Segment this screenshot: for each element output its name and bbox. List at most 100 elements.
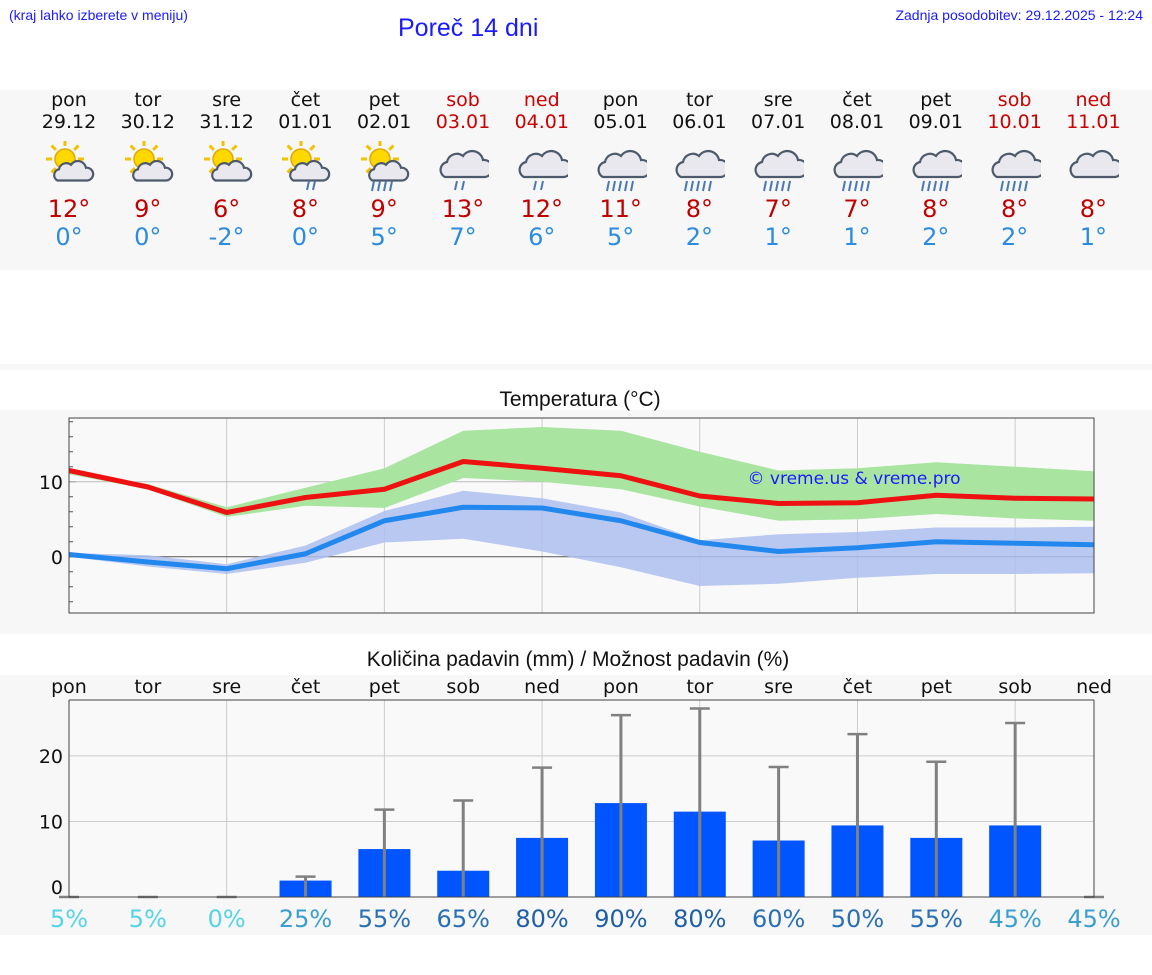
y-tick-label: 20 [39, 746, 63, 768]
min-temperature-line [68, 504, 1095, 572]
precipitation-probability: 45% [988, 905, 1041, 933]
day-date: 03.01 [435, 111, 491, 133]
day-name: pet [368, 89, 400, 111]
day-date: 09.01 [908, 111, 963, 133]
day-name: sob [446, 89, 480, 111]
day-name: čet [290, 89, 321, 111]
min-temperature: 0° [134, 223, 162, 251]
temperature-chart-title: Temperatura (°C) [499, 388, 661, 411]
day-name: ned [523, 89, 560, 111]
x-category-label: tor [134, 676, 161, 698]
precipitation-probability: 45% [1067, 905, 1120, 933]
min-temperature: 1° [764, 223, 792, 251]
day-date: 02.01 [356, 111, 412, 133]
sun-cloud-light-rain-icon [282, 141, 331, 191]
min-temperature: 1° [843, 223, 871, 251]
y-tick-label: 0 [51, 547, 63, 569]
day-column: ned 04.01 12° 6° [497, 89, 587, 251]
day-column: pon 29.12 12° 0° [24, 89, 114, 251]
x-category-label: sob [446, 676, 480, 698]
x-category-label: pon [51, 676, 87, 698]
x-category-label: ned [524, 676, 560, 698]
last-update: Zadnja posodobitev: 29.12.2025 - 12:24 [895, 7, 1143, 23]
day-date: 10.01 [987, 111, 1042, 133]
precipitation-probability: 55% [358, 905, 411, 933]
cloud-rain-icon [675, 149, 726, 192]
location-hint: (kraj lahko izberete v meniju) [9, 7, 188, 23]
day-date: 08.01 [829, 111, 885, 133]
day-column: sob 03.01 13° 7° [418, 89, 508, 251]
precipitation-probability: 90% [594, 905, 647, 933]
day-column: čet 01.01 8° 0° [260, 89, 350, 251]
day-column: čet 08.01 7° 1° [812, 89, 902, 251]
x-category-label: pon [603, 676, 639, 698]
cloud-light-rain-icon [518, 149, 568, 191]
day-date: 01.01 [278, 111, 333, 133]
cloud-rain-icon [597, 149, 647, 192]
precipitation-probability: 60% [752, 905, 805, 933]
sun-cloud-icon [203, 141, 252, 182]
day-column: tor 06.01 8° 2° [654, 89, 744, 251]
day-name: sob [997, 89, 1032, 111]
min-temperature: 6° [528, 223, 556, 251]
cloud-rain-icon [991, 149, 1041, 192]
day-date: 31.12 [199, 111, 254, 133]
day-name: sre [763, 89, 793, 111]
page-title: Poreč 14 dni [398, 14, 539, 42]
day-date: 30.12 [120, 111, 175, 133]
day-date: 11.01 [1066, 111, 1121, 133]
min-temperature: 2° [685, 223, 714, 251]
max-temperature: 6° [212, 195, 241, 223]
plot-frame [68, 417, 1095, 614]
min-temperature: 5° [370, 223, 398, 251]
cloud-rain-icon [833, 149, 883, 192]
day-column: sre 07.01 7° 1° [733, 89, 823, 251]
max-temperature: 8° [1000, 195, 1029, 223]
forecast-band [0, 90, 1152, 270]
precipitation-probability: 50% [831, 905, 884, 933]
min-temperature: 5° [606, 223, 635, 251]
cloud-rain-icon [754, 149, 805, 192]
precipitation-probability: 80% [515, 905, 568, 933]
min-temperature: 2° [922, 223, 950, 251]
x-category-label: čet [843, 676, 873, 698]
precipitation-probability: 25% [279, 905, 332, 933]
x-category-label: pet [921, 676, 952, 698]
x-category-label: čet [291, 676, 321, 698]
min-temperature: 1° [1079, 223, 1108, 251]
day-column: pon 05.01 11° 5° [576, 89, 666, 251]
x-category-label: ned [1076, 676, 1112, 698]
day-column: ned 11.01 8° 1° [1048, 89, 1138, 251]
precipitation-probability: 5% [50, 905, 88, 933]
max-temperature: 8° [685, 195, 714, 223]
x-category-label: sre [764, 676, 793, 698]
day-name: ned [1075, 89, 1112, 111]
cloud-light-rain-icon [439, 149, 489, 191]
day-name: čet [842, 89, 872, 111]
max-temperature: 11° [599, 195, 642, 223]
precipitation-chart-title: Količina padavin (mm) / Možnost padavin … [366, 648, 790, 671]
day-date: 05.01 [593, 111, 648, 133]
day-name: tor [134, 89, 162, 111]
min-temperature: 7° [449, 223, 477, 251]
day-column: pet 09.01 8° 2° [891, 89, 981, 251]
max-temperature: 7° [843, 195, 871, 223]
max-temperature: 12° [47, 195, 91, 223]
max-temperature: 13° [441, 195, 485, 223]
max-temperature-line [68, 459, 1095, 515]
max-temperature: 8° [291, 195, 320, 223]
day-name: pet [920, 89, 952, 111]
x-category-label: pet [369, 676, 400, 698]
min-temperature: 0° [291, 223, 320, 251]
min-temperature: 2° [1000, 223, 1029, 251]
max-temperature: 12° [520, 195, 564, 223]
precipitation-probability: 65% [437, 905, 490, 933]
day-name: tor [685, 89, 713, 111]
sun-cloud-icon [124, 141, 174, 182]
day-column: pet 02.01 9° 5° [339, 89, 429, 251]
precipitation-probability: 55% [910, 905, 963, 933]
max-temperature: 8° [922, 195, 950, 223]
day-name: pon [51, 89, 87, 111]
precipitation-probability: 5% [129, 905, 167, 933]
